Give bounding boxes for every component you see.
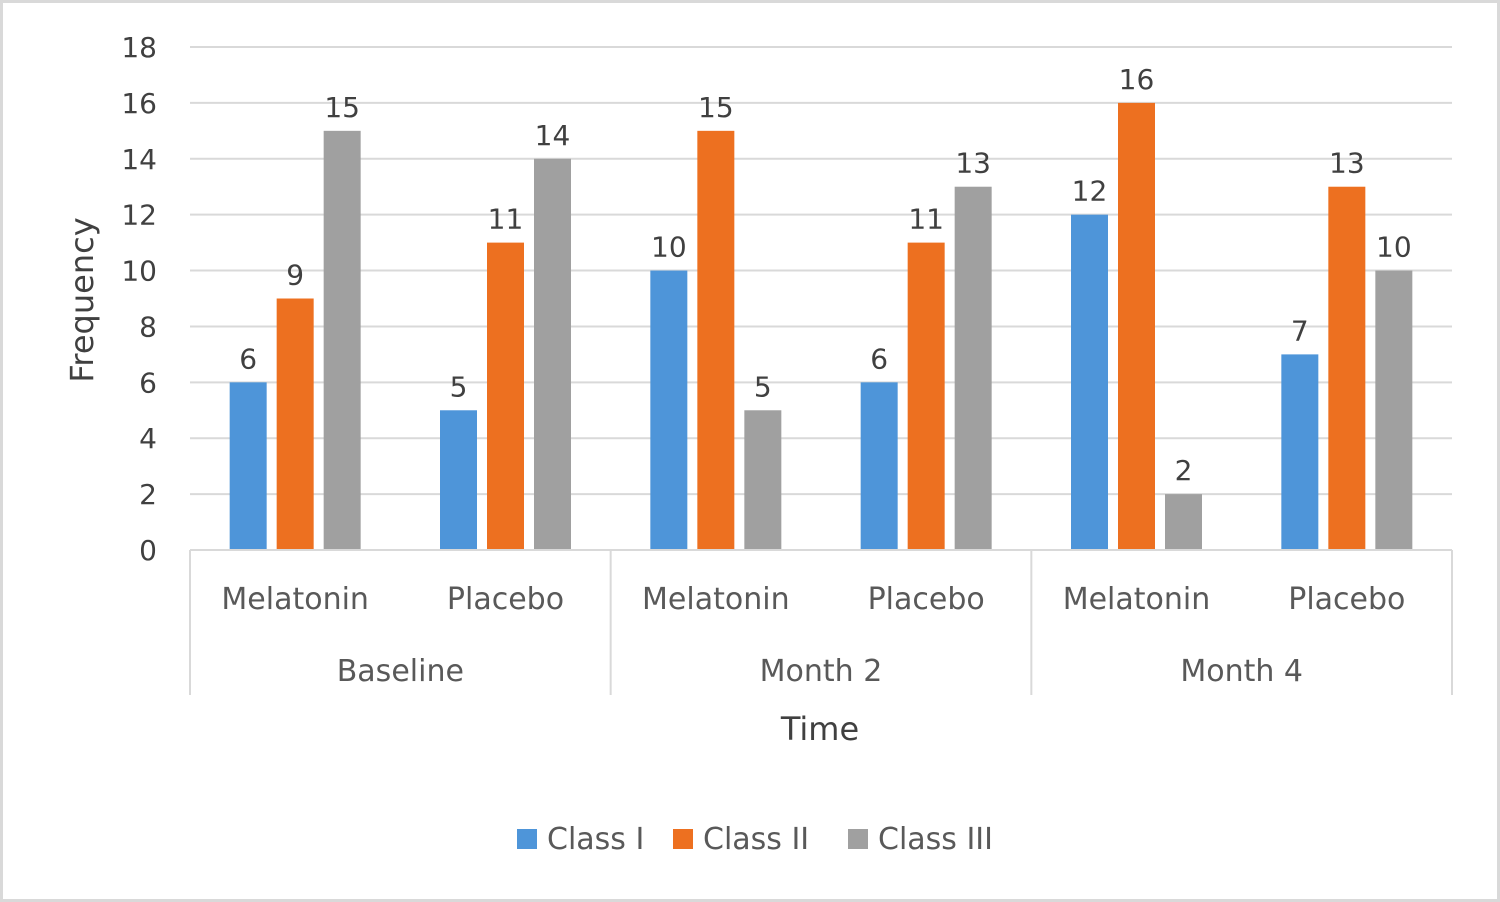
bar (744, 410, 782, 550)
x-axis: Melatonin Placebo Melatonin Placebo Melatoni… (189, 549, 1453, 695)
x-category-label: Melatonin (642, 582, 790, 617)
y-tick-label: 10 (121, 255, 157, 288)
x-category-label: Placebo (1288, 582, 1405, 617)
legend-swatch (517, 829, 537, 849)
data-label: 15 (698, 91, 734, 124)
y-tick-label: 2 (139, 478, 157, 511)
data-label: 12 (1072, 175, 1108, 208)
y-axis-title: Frequency (63, 217, 101, 382)
data-labels: 6 5 10 6 12 7 9 11 15 11 16 13 15 14 5 13 2 10 (239, 63, 1411, 487)
legend-swatch (673, 829, 693, 849)
bar (1281, 354, 1319, 550)
data-label: 13 (955, 147, 991, 180)
bar (954, 186, 992, 550)
y-tick-label: 16 (121, 87, 157, 120)
data-label: 6 (870, 342, 888, 375)
y-tick-label: 4 (139, 422, 157, 455)
data-label: 15 (324, 91, 360, 124)
bar (1375, 270, 1413, 550)
data-label: 16 (1119, 63, 1155, 96)
bar (650, 270, 688, 550)
bar (907, 242, 945, 550)
data-label: 5 (450, 370, 468, 403)
x-group-label: Month 2 (760, 654, 883, 689)
data-label: 9 (286, 259, 304, 292)
x-category-label: Melatonin (221, 582, 369, 617)
y-tick-label: 12 (121, 199, 157, 232)
data-label: 11 (488, 203, 524, 236)
data-label: 10 (1376, 231, 1412, 264)
bar (697, 130, 735, 551)
bar (1165, 494, 1202, 550)
bar (440, 410, 477, 550)
legend-swatch (848, 829, 868, 849)
y-axis-ticks: 0 2 4 6 8 10 12 14 16 18 (121, 31, 157, 567)
gridlines (190, 46, 1452, 551)
x-category-label: Placebo (868, 582, 985, 617)
legend: Class I Class II Class III (517, 822, 993, 857)
bar (1071, 214, 1108, 550)
legend-label: Class I (547, 822, 644, 857)
bar (860, 382, 898, 550)
x-category-label: Melatonin (1063, 582, 1211, 617)
data-label: 14 (535, 119, 571, 152)
x-group-label: Month 4 (1180, 654, 1303, 689)
data-label: 11 (908, 203, 944, 236)
data-label: 5 (754, 370, 772, 403)
x-category-label: Placebo (447, 582, 564, 617)
data-label: 7 (1291, 314, 1309, 347)
bar (1118, 102, 1155, 550)
legend-label: Class III (878, 822, 993, 857)
data-label: 13 (1329, 147, 1365, 180)
bar (534, 158, 571, 550)
data-label: 10 (651, 231, 687, 264)
bar (487, 242, 524, 550)
bar (323, 130, 361, 551)
x-axis-title: Time (780, 710, 859, 748)
y-tick-label: 8 (139, 310, 157, 343)
y-tick-label: 14 (121, 143, 157, 176)
legend-label: Class II (703, 822, 809, 857)
y-tick-label: 0 (139, 534, 157, 567)
y-tick-label: 18 (121, 31, 157, 64)
data-label: 6 (239, 342, 257, 375)
bar (1328, 186, 1366, 550)
bar (229, 382, 267, 550)
data-label: 2 (1175, 454, 1193, 487)
bar (276, 298, 314, 550)
x-group-label: Baseline (337, 654, 464, 689)
y-tick-label: 6 (139, 366, 157, 399)
bars (229, 102, 1413, 551)
